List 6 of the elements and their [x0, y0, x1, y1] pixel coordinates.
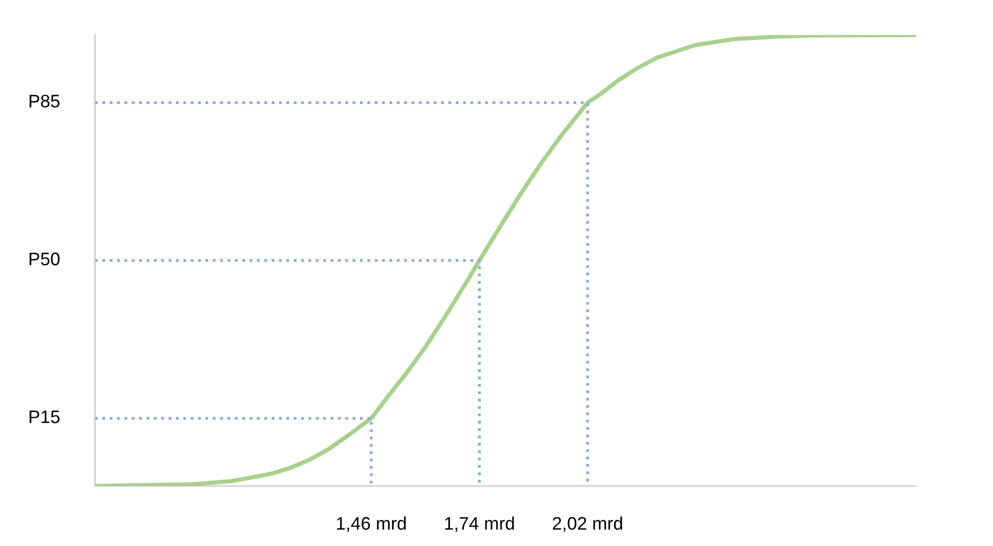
x-tick-label: 1,74 mrd: [445, 516, 514, 532]
text: P85: [30, 94, 60, 108]
x-tick-label: 1,46 mrd: [336, 516, 406, 532]
text: P50: [30, 252, 60, 266]
text: P15: [30, 410, 60, 424]
x-tick-label: 2,02 mrd: [552, 516, 622, 532]
